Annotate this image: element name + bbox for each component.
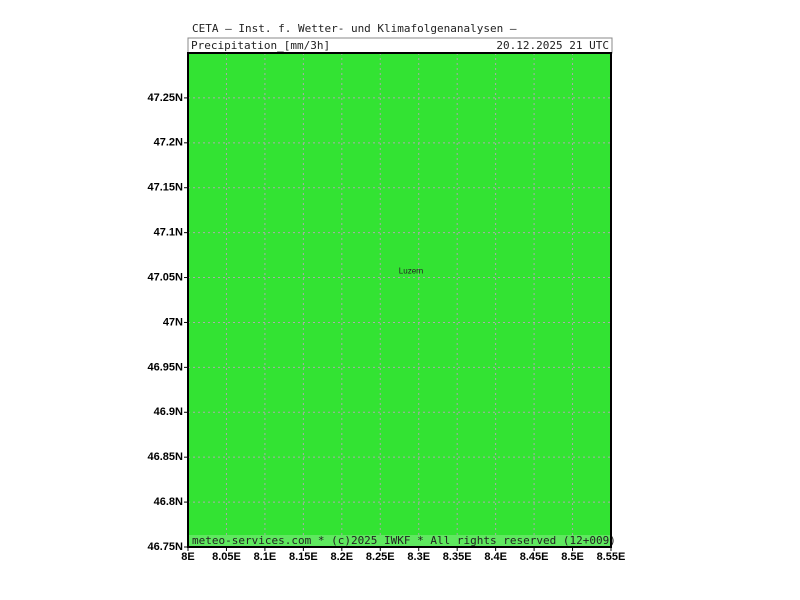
lon-tick-label: 8.25E [366,551,395,563]
lat-tick-label: 46.85N [148,451,184,463]
footer-bar [188,535,611,547]
map-frame [187,52,612,548]
lat-tick-label: 46.75N [148,541,184,553]
lat-tick-label: 46.9N [154,406,183,418]
header-title: CETA — Inst. f. Wetter- und Klimafolgena… [192,22,517,35]
lon-tick-label: 8.55E [597,551,626,563]
parameter: Precipitation_[mm/3h] [191,39,330,52]
lat-tick-label: 47.2N [154,137,183,149]
map: 8E 8.05E 8.1E 8.15E 8.2E 8.25E 8.3E 8.35E 8.4E 8.… [148,52,626,563]
footer: meteo-services.com * (c)2025 IWKF * All … [192,534,616,547]
map-area [188,53,611,547]
lat-tick-label: 46.8N [154,496,183,508]
lat-tick-label: 46.95N [148,361,184,373]
valid-time: 20.12.2025 21 UTC [496,39,609,52]
lat-tick-label: 47.15N [148,182,184,194]
lon-tick-label: 8.3E [407,551,430,563]
lon-tick-label: 8.05E [212,551,241,563]
lon-tick-label: 8.2E [330,551,353,563]
lon-tick-label: 8E [181,551,194,563]
lon-tick-label: 8.15E [289,551,318,563]
lat-tick-label: 47.05N [148,271,184,283]
city-label: Luzern [399,267,423,276]
lat-tick-label: 47N [163,316,183,328]
lat-tick-label: 47.1N [154,227,183,239]
lon-tick-label: 8.35E [443,551,472,563]
lat-tick-label: 47.25N [148,92,184,104]
lon-tick-label: 8.5E [561,551,584,563]
lon-tick-label: 8.1E [254,551,277,563]
lon-tick-label: 8.45E [520,551,549,563]
lon-tick-label: 8.4E [484,551,507,563]
